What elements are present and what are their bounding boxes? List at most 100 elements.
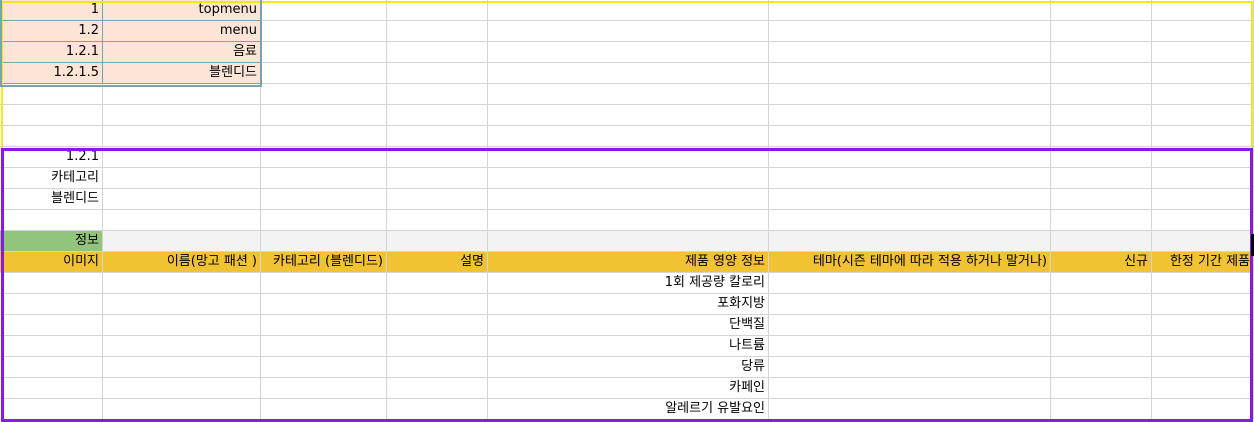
cell-r3-c2[interactable] [261,63,387,84]
cell-r19-c1[interactable] [103,399,261,420]
menu-code-cell[interactable]: 1.2 [0,21,103,42]
cell-r14-c5[interactable] [769,294,1051,315]
header-cell[interactable]: 이름(망고 패션 ) [103,252,261,273]
header-cell[interactable]: 제품 영양 정보 [488,252,769,273]
cell-r11-c1[interactable] [103,231,261,252]
cell-r17-c3[interactable] [387,357,488,378]
cell-r1-c7[interactable] [1152,21,1254,42]
header-cell[interactable]: 신규 [1051,252,1152,273]
menu-code-cell[interactable]: 1 [0,0,103,21]
cell-r15-c3[interactable] [387,315,488,336]
cell-r4-c3[interactable] [387,84,488,105]
cell-r3-c6[interactable] [1051,63,1152,84]
cell-r16-c7[interactable] [1152,336,1254,357]
cell-r17-c7[interactable] [1152,357,1254,378]
cell-r19-c0[interactable] [0,399,103,420]
cell-r18-c7[interactable] [1152,378,1254,399]
cell-r14-c6[interactable] [1051,294,1152,315]
cell-r10-c2[interactable] [261,210,387,231]
cell-r7-c3[interactable] [387,147,488,168]
cell-r14-c1[interactable] [103,294,261,315]
cell-r6-c6[interactable] [1051,126,1152,147]
cell-r16-c1[interactable] [103,336,261,357]
cell-r5-c3[interactable] [387,105,488,126]
cell-r16-c6[interactable] [1051,336,1152,357]
cell-r17-c5[interactable] [769,357,1051,378]
info-label-cell[interactable]: 정보 [0,231,103,252]
cell-r8-c3[interactable] [387,168,488,189]
cell-r4-c6[interactable] [1051,84,1152,105]
cell-r5-c0[interactable] [0,105,103,126]
cell-r9-c1[interactable] [103,189,261,210]
nutrition-item-cell[interactable]: 당류 [488,357,769,378]
cell-r8-c7[interactable] [1152,168,1254,189]
cell-r13-c6[interactable] [1051,273,1152,294]
category-label-cell[interactable]: 카테고리 [0,168,103,189]
cell-r0-c2[interactable] [261,0,387,21]
cell-r8-c6[interactable] [1051,168,1152,189]
cell-r4-c1[interactable] [103,84,261,105]
nutrition-item-cell[interactable]: 나트륨 [488,336,769,357]
cell-r11-c7[interactable] [1152,231,1254,252]
cell-r3-c7[interactable] [1152,63,1254,84]
nutrition-item-cell[interactable]: 포화지방 [488,294,769,315]
cell-r2-c4[interactable] [488,42,769,63]
cell-r10-c7[interactable] [1152,210,1254,231]
cell-r1-c5[interactable] [769,21,1051,42]
cell-r19-c7[interactable] [1152,399,1254,420]
nutrition-item-cell[interactable]: 단백질 [488,315,769,336]
cell-r2-c6[interactable] [1051,42,1152,63]
cell-r4-c7[interactable] [1152,84,1254,105]
cell-r5-c7[interactable] [1152,105,1254,126]
cell-r18-c3[interactable] [387,378,488,399]
cell-r16-c3[interactable] [387,336,488,357]
cell-r5-c5[interactable] [769,105,1051,126]
cell-r4-c4[interactable] [488,84,769,105]
cell-r9-c2[interactable] [261,189,387,210]
cell-r17-c0[interactable] [0,357,103,378]
cell-r13-c7[interactable] [1152,273,1254,294]
cell-r1-c2[interactable] [261,21,387,42]
cell-r15-c1[interactable] [103,315,261,336]
cell-r9-c3[interactable] [387,189,488,210]
cell-r4-c2[interactable] [261,84,387,105]
cell-r15-c0[interactable] [0,315,103,336]
category-value-cell[interactable]: 블렌디드 [0,189,103,210]
cell-r17-c6[interactable] [1051,357,1152,378]
cell-r2-c3[interactable] [387,42,488,63]
cell-r19-c3[interactable] [387,399,488,420]
cell-r11-c5[interactable] [769,231,1051,252]
cell-r15-c5[interactable] [769,315,1051,336]
category-code-cell[interactable]: 1.2.1 [0,147,103,168]
cell-r9-c7[interactable] [1152,189,1254,210]
cell-r14-c3[interactable] [387,294,488,315]
cell-r7-c6[interactable] [1051,147,1152,168]
cell-r7-c5[interactable] [769,147,1051,168]
cell-r0-c5[interactable] [769,0,1051,21]
cell-r18-c0[interactable] [0,378,103,399]
menu-code-cell[interactable]: 1.2.1.5 [0,63,103,84]
cell-r16-c0[interactable] [0,336,103,357]
header-cell[interactable]: 카테고리 (블렌디드) [261,252,387,273]
cell-r6-c3[interactable] [387,126,488,147]
cell-r18-c6[interactable] [1051,378,1152,399]
cell-r15-c6[interactable] [1051,315,1152,336]
cell-r14-c0[interactable] [0,294,103,315]
cell-r10-c1[interactable] [103,210,261,231]
header-cell[interactable]: 테마(시즌 테마에 따라 적용 하거나 말거나) [769,252,1051,273]
cell-r7-c1[interactable] [103,147,261,168]
cell-r3-c5[interactable] [769,63,1051,84]
cell-r10-c5[interactable] [769,210,1051,231]
cell-r10-c6[interactable] [1051,210,1152,231]
menu-name-cell[interactable]: 블렌디드 [103,63,261,84]
cell-r5-c2[interactable] [261,105,387,126]
cell-r6-c5[interactable] [769,126,1051,147]
cell-r11-c4[interactable] [488,231,769,252]
cell-r4-c5[interactable] [769,84,1051,105]
cell-r13-c3[interactable] [387,273,488,294]
cell-r5-c6[interactable] [1051,105,1152,126]
cell-r17-c1[interactable] [103,357,261,378]
cell-r7-c4[interactable] [488,147,769,168]
cell-r15-c7[interactable] [1152,315,1254,336]
cell-r14-c7[interactable] [1152,294,1254,315]
